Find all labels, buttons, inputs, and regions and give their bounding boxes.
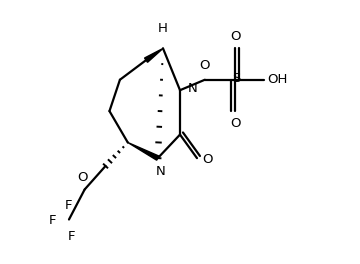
Text: N: N: [156, 165, 165, 178]
Text: S: S: [232, 72, 240, 85]
Text: O: O: [231, 30, 241, 43]
Polygon shape: [145, 48, 163, 62]
Polygon shape: [128, 143, 159, 160]
Text: OH: OH: [267, 73, 288, 86]
Text: O: O: [203, 153, 213, 166]
Text: F: F: [68, 230, 75, 243]
Text: O: O: [199, 59, 210, 72]
Text: F: F: [49, 214, 57, 227]
Text: F: F: [65, 199, 73, 212]
Text: O: O: [77, 171, 88, 184]
Text: H: H: [158, 22, 168, 35]
Text: N: N: [188, 82, 198, 95]
Text: O: O: [231, 117, 241, 130]
